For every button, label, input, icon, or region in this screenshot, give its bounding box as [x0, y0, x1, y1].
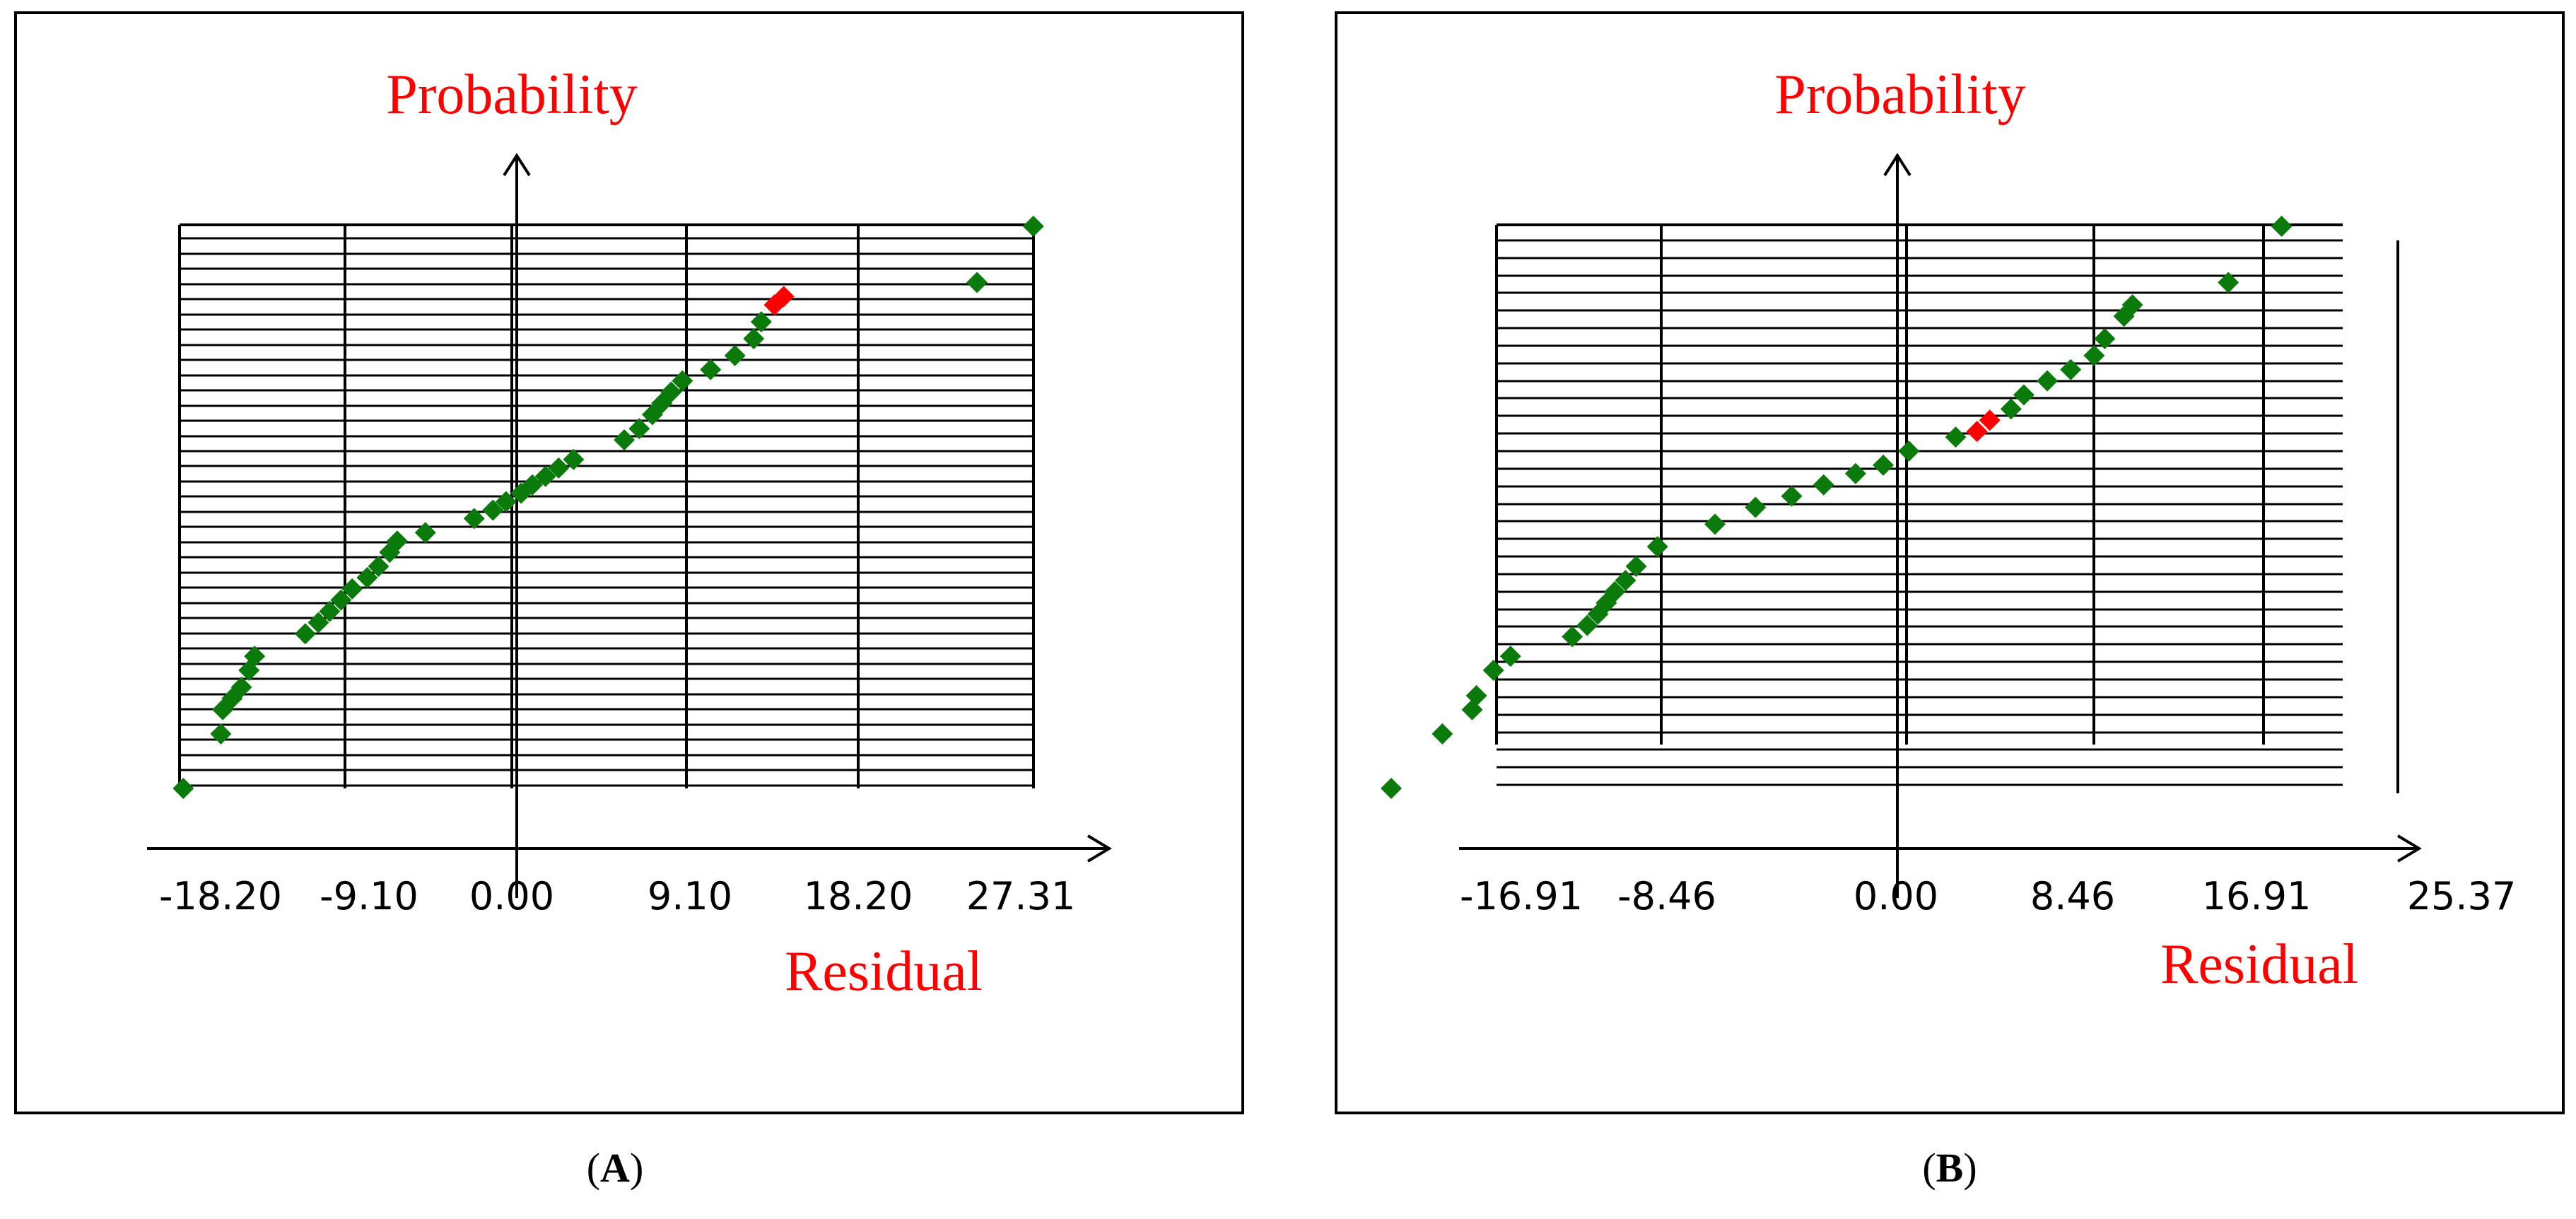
- y-axis-arrow: [1883, 153, 1911, 177]
- data-point: [244, 646, 266, 667]
- normal-probability-plot-a: Probability Residual -18.20 -9.10 0.00 9.10 18…: [147, 64, 1112, 1003]
- data-point: [294, 623, 316, 645]
- data-point: [1898, 441, 1920, 462]
- data-point: [2121, 294, 2143, 316]
- data-point: [614, 429, 636, 451]
- panel-label-b: (B): [1922, 1145, 1977, 1191]
- data-point: [1813, 474, 1834, 496]
- x-axis-arrow: [1087, 834, 1112, 863]
- x-tick-label: 27.31: [966, 874, 1076, 918]
- data-point-highlighted: [1966, 421, 1988, 443]
- data-point: [1646, 536, 1668, 558]
- data-point: [563, 448, 585, 470]
- data-point: [743, 328, 765, 349]
- data-point: [1604, 581, 1626, 602]
- x-tick-label: 8.46: [2030, 874, 2115, 918]
- data-point: [672, 370, 693, 392]
- data-point: [2037, 370, 2059, 392]
- data-point: [700, 358, 722, 380]
- probability-grid: [1495, 223, 2343, 786]
- x-axis-label: Residual: [2160, 933, 2358, 996]
- data-point: [1482, 660, 1504, 682]
- x-tick-label: -9.10: [320, 874, 418, 918]
- data-point: [1562, 626, 1583, 648]
- y-axis-arrow: [503, 153, 531, 177]
- x-axis-label: Residual: [785, 940, 983, 1003]
- x-tick-label: -16.91: [1460, 874, 1583, 918]
- data-point: [1596, 592, 1617, 614]
- data-point: [495, 491, 517, 513]
- data-point: [172, 778, 194, 799]
- chart-panel-b: Probability Residual -16.91 -8.46 0.00 8.46 16…: [1335, 11, 2565, 1114]
- data-point: [330, 589, 352, 611]
- x-tick-label: 0.00: [1854, 874, 1938, 918]
- data-point: [2094, 328, 2116, 349]
- data-point: [230, 676, 252, 698]
- data-point: [463, 508, 485, 530]
- data-point: [724, 344, 746, 366]
- x-tick-label: 18.20: [804, 874, 913, 918]
- data-point: [1465, 684, 1487, 706]
- probability-grid: [178, 223, 1035, 788]
- x-tick-label: 9.10: [648, 874, 732, 918]
- data-point: [750, 311, 772, 333]
- data-point: [1945, 426, 1967, 448]
- data-point: [414, 522, 436, 544]
- data-point: [368, 555, 390, 577]
- y-axis-label: Probability: [1774, 64, 2026, 126]
- data-point: [522, 474, 544, 496]
- x-tick-label: 25.37: [2407, 874, 2517, 918]
- data-point: [308, 612, 329, 634]
- data-point-highlighted: [1979, 409, 2001, 431]
- data-point: [628, 418, 650, 440]
- data-point: [1576, 614, 1598, 636]
- data-point: [356, 566, 378, 588]
- data-point: [386, 530, 408, 552]
- data-point: [1432, 723, 1453, 745]
- data-point: [1499, 646, 1521, 667]
- data-point: [2218, 272, 2240, 293]
- x-tick-label: -8.46: [1617, 874, 1716, 918]
- data-point: [2083, 344, 2105, 366]
- data-point: [2000, 398, 2022, 420]
- data-point: [482, 499, 504, 521]
- data-series: [1381, 216, 2293, 799]
- y-axis-label: Probability: [386, 64, 638, 126]
- normal-probability-plot-b: Probability Residual -16.91 -8.46 0.00 8.46 16…: [1381, 64, 2517, 996]
- data-point: [2060, 358, 2082, 380]
- data-point: [660, 381, 682, 403]
- chart-panel-a: Probability Residual -18.20 -9.10 0.00 9.10 18…: [14, 11, 1244, 1114]
- x-tick-label: 16.91: [2202, 874, 2312, 918]
- data-point: [548, 457, 570, 479]
- data-point: [1625, 555, 1647, 577]
- data-point: [2271, 216, 2293, 237]
- panel-label-a: (A): [586, 1145, 644, 1191]
- data-point: [341, 578, 363, 600]
- data-point: [1745, 496, 1767, 518]
- data-point: [319, 600, 341, 622]
- data-point: [210, 723, 232, 745]
- data-point: [1615, 569, 1637, 591]
- data-point: [1022, 216, 1044, 237]
- x-tick-label: 0.00: [469, 874, 554, 918]
- x-axis-arrow: [2396, 834, 2422, 863]
- data-point: [1704, 513, 1726, 535]
- data-point: [534, 465, 556, 487]
- data-point: [966, 272, 988, 293]
- data-point: [1873, 454, 1895, 476]
- data-point: [1844, 462, 1866, 484]
- data-point-highlighted: [773, 286, 795, 308]
- x-tick-label: -18.20: [159, 874, 282, 918]
- data-point: [1381, 778, 1403, 799]
- data-series: [172, 216, 1044, 799]
- data-point: [1781, 485, 1803, 507]
- data-point: [2013, 384, 2035, 406]
